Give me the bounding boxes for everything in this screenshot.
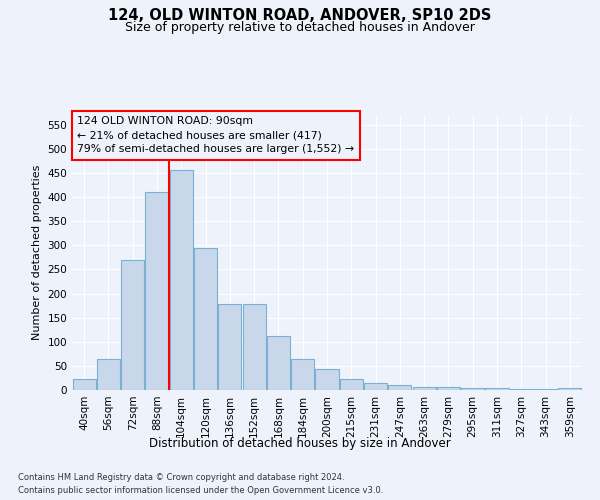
Bar: [218, 304, 241, 390]
Bar: [73, 380, 95, 390]
Text: 124 OLD WINTON ROAD: 90sqm
← 21% of detached houses are smaller (417)
79% of sem: 124 OLD WINTON ROAD: 90sqm ← 21% of deta…: [77, 116, 354, 154]
Bar: [340, 380, 363, 390]
Text: 124, OLD WINTON ROAD, ANDOVER, SP10 2DS: 124, OLD WINTON ROAD, ANDOVER, SP10 2DS: [109, 8, 491, 22]
Bar: [170, 170, 193, 390]
Bar: [194, 248, 217, 390]
Bar: [364, 383, 387, 390]
Bar: [242, 304, 266, 390]
Bar: [413, 386, 436, 390]
Bar: [267, 336, 290, 390]
Y-axis label: Number of detached properties: Number of detached properties: [32, 165, 42, 340]
Bar: [461, 388, 484, 390]
Bar: [485, 388, 509, 390]
Text: Contains HM Land Registry data © Crown copyright and database right 2024.: Contains HM Land Registry data © Crown c…: [18, 472, 344, 482]
Bar: [291, 358, 314, 390]
Bar: [437, 387, 460, 390]
Text: Distribution of detached houses by size in Andover: Distribution of detached houses by size …: [149, 438, 451, 450]
Bar: [559, 388, 581, 390]
Bar: [145, 192, 169, 390]
Bar: [388, 384, 412, 390]
Bar: [97, 358, 120, 390]
Bar: [534, 389, 557, 390]
Bar: [316, 370, 338, 390]
Bar: [121, 260, 144, 390]
Bar: [510, 388, 533, 390]
Text: Contains public sector information licensed under the Open Government Licence v3: Contains public sector information licen…: [18, 486, 383, 495]
Text: Size of property relative to detached houses in Andover: Size of property relative to detached ho…: [125, 21, 475, 34]
